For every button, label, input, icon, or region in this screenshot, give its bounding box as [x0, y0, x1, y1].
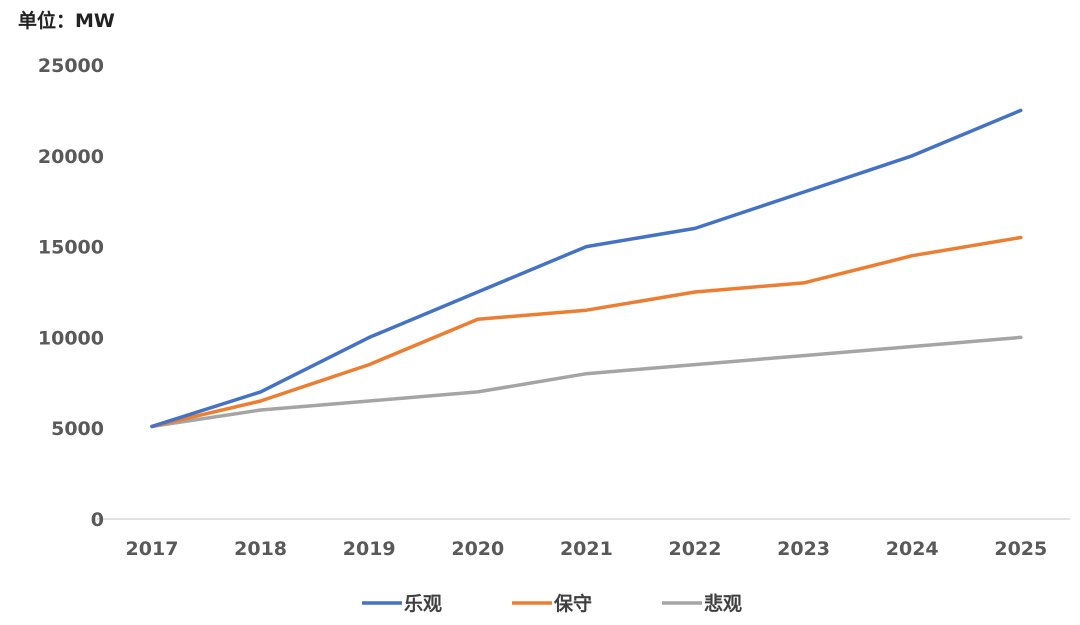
x-tick-label: 2020 — [451, 538, 504, 560]
y-tick-label: 20000 — [38, 146, 104, 168]
legend-label: 乐观 — [404, 593, 442, 615]
legend-label: 保守 — [553, 592, 592, 615]
x-tick-label: 2025 — [994, 538, 1047, 560]
y-tick-label: 15000 — [38, 237, 104, 259]
series-line-1 — [150, 108, 1023, 429]
x-axis-labels: 2017 2018 2019 2020 2021 2022 2023 2024 2025 — [126, 538, 1048, 560]
x-tick-label: 2023 — [777, 538, 830, 560]
y-tick-label: 10000 — [38, 327, 104, 349]
x-tick-label: 2018 — [234, 538, 287, 560]
y-tick-label: 0 — [91, 509, 104, 531]
legend-item: 悲观 — [662, 592, 742, 615]
legend: 乐观 保守 悲观 — [362, 592, 742, 615]
series-line-3 — [150, 335, 1023, 429]
legend-label: 悲观 — [704, 592, 742, 615]
x-tick-label: 2019 — [343, 538, 396, 560]
x-tick-label: 2021 — [560, 538, 613, 560]
legend-item: 保守 — [512, 592, 592, 615]
legend-item: 乐观 — [362, 593, 442, 615]
x-tick-label: 2024 — [886, 538, 939, 560]
y-tick-label: 5000 — [51, 418, 104, 440]
series-line-2 — [150, 235, 1023, 429]
x-tick-label: 2017 — [126, 538, 179, 560]
y-axis-labels: 0 5000 10000 15000 20000 25000 — [38, 55, 104, 531]
y-tick-label: 25000 — [38, 55, 104, 77]
x-tick-label: 2022 — [669, 538, 722, 560]
series-lines — [150, 108, 1023, 429]
unit-label: 单位：MW — [18, 10, 115, 32]
